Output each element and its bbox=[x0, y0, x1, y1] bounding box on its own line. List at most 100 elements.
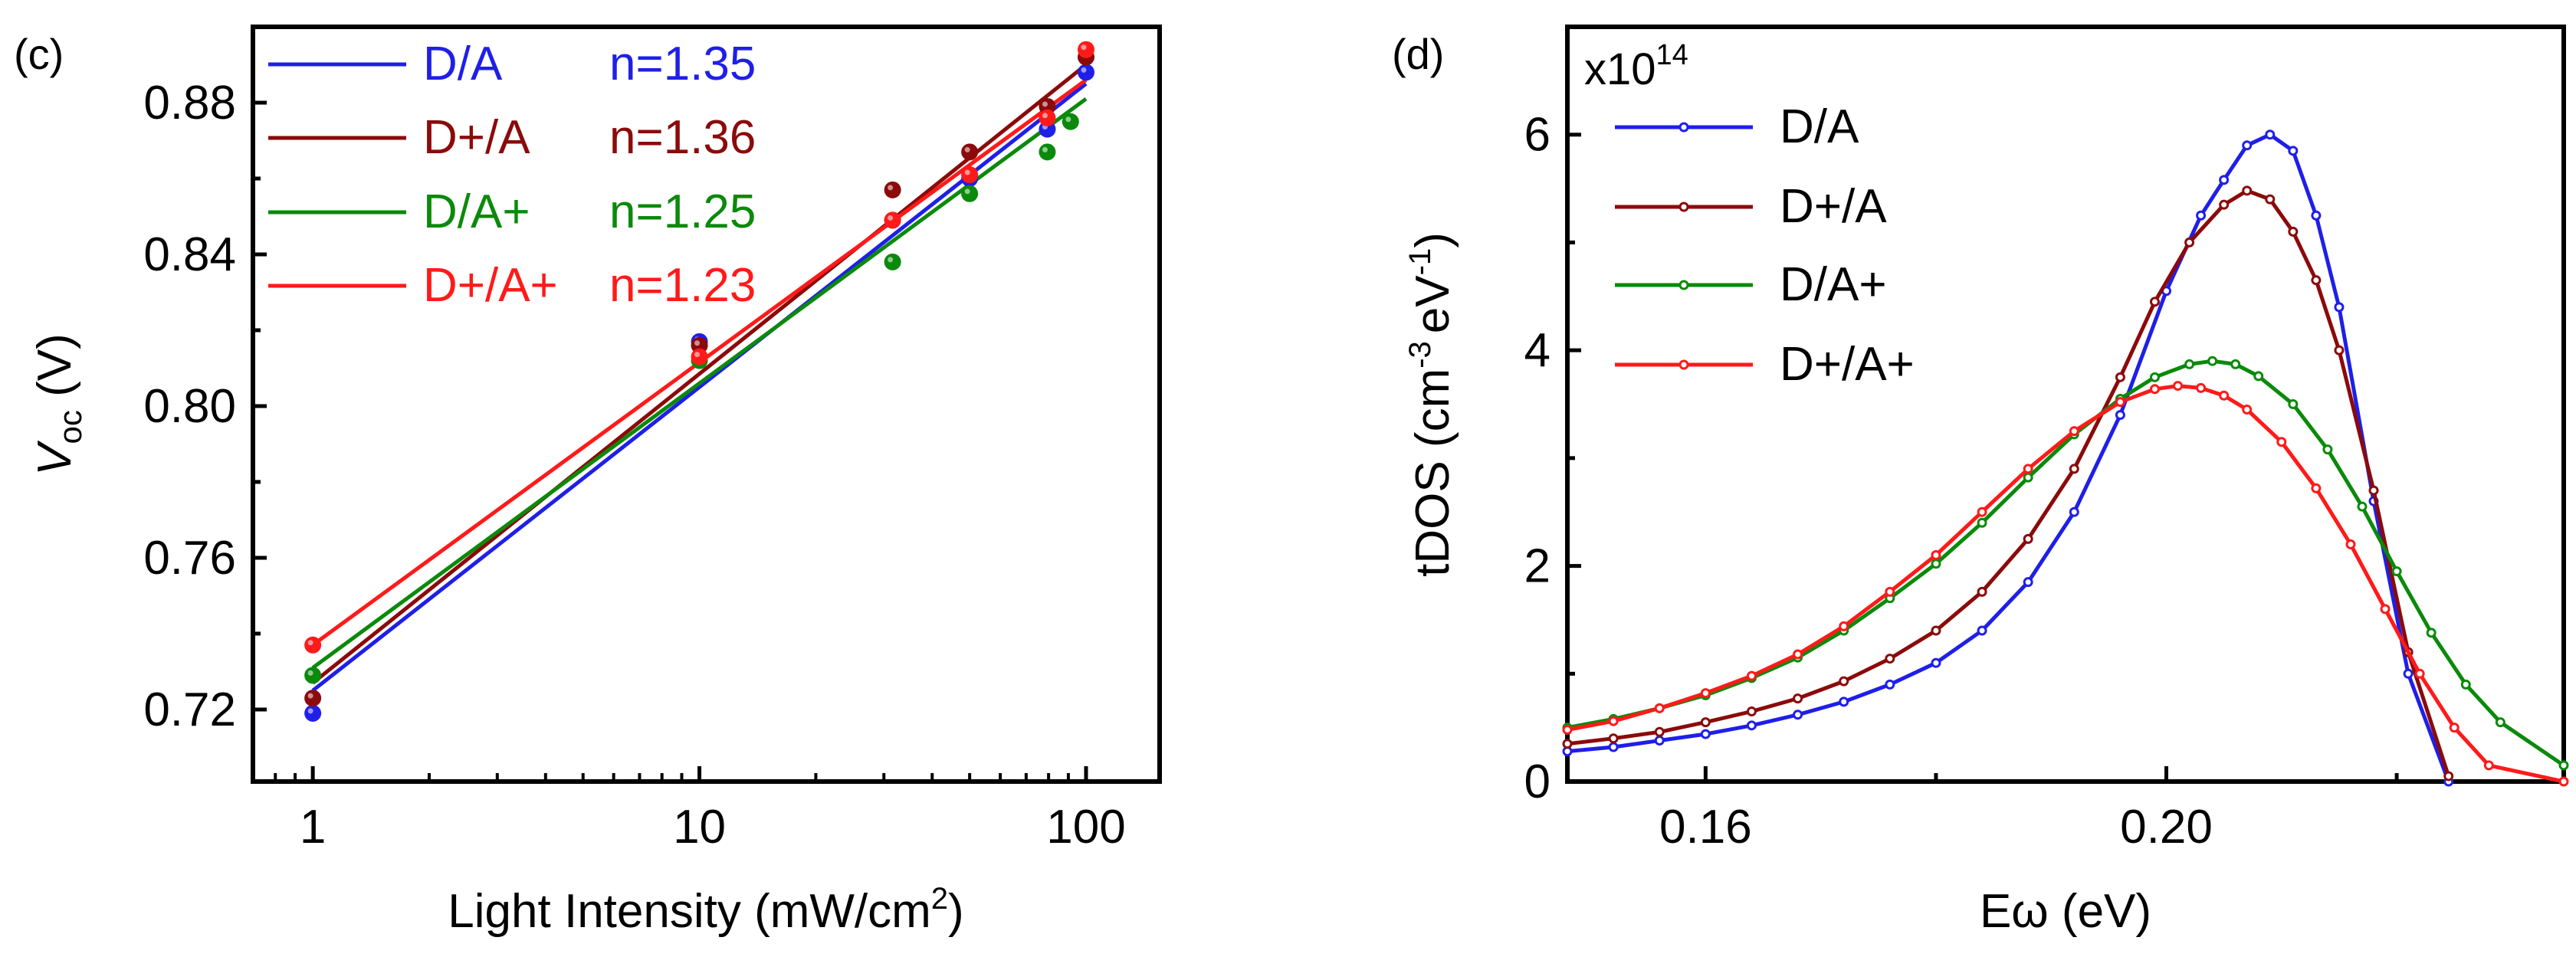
d-marker-dpa bbox=[1931, 625, 1941, 636]
d-marker-dpa bbox=[2069, 464, 2079, 474]
d-marker-da bbox=[1931, 657, 1941, 668]
c-point-dpap bbox=[961, 166, 979, 184]
panel-c-y-axis-label: Voc (V) bbox=[28, 333, 88, 476]
d-marker-da bbox=[2403, 668, 2414, 679]
c-point-highlight bbox=[307, 670, 313, 676]
d-marker-dpap bbox=[1885, 586, 1895, 597]
d-marker-dap bbox=[2230, 359, 2241, 369]
c-ytick-label: 0.80 bbox=[143, 380, 236, 433]
d-marker-dpap bbox=[1562, 724, 1573, 735]
d-xtick-label: 0.16 bbox=[1659, 801, 1752, 854]
c-point-highlight bbox=[1042, 101, 1048, 107]
d-marker-dap bbox=[2184, 359, 2195, 369]
legend-d-label-dpa: D+/A bbox=[1780, 180, 1887, 233]
c-point-dap bbox=[961, 185, 979, 202]
d-marker-da bbox=[2219, 175, 2230, 185]
d-marker-da bbox=[1977, 625, 1987, 636]
legend-c-label-dap: D/A+ bbox=[423, 185, 530, 238]
d-marker-dap bbox=[2149, 372, 2160, 382]
panel-d-x-ticks: 0.16 0.20 bbox=[1659, 766, 2399, 854]
d-marker-da bbox=[1839, 696, 1849, 707]
legend-c-label-dpap: D+/A+ bbox=[423, 259, 558, 312]
c-point-highlight bbox=[307, 693, 313, 699]
d-marker-dpa bbox=[2115, 372, 2125, 382]
d-marker-dpap bbox=[2558, 776, 2569, 787]
d-marker-dpa bbox=[1654, 726, 1665, 737]
d-marker-dap bbox=[2460, 679, 2471, 690]
d-curve-dpap bbox=[1567, 384, 2565, 784]
d-marker-dpap bbox=[2115, 397, 2125, 408]
d-marker-dpap bbox=[2149, 384, 2160, 395]
c-point-highlight bbox=[964, 169, 970, 175]
d-marker-dpap bbox=[2414, 668, 2425, 679]
c-ytick-label: 0.88 bbox=[143, 77, 236, 129]
c-point-highlight bbox=[307, 640, 313, 646]
d-marker-dpa bbox=[1977, 586, 1987, 597]
d-marker-dap bbox=[2357, 501, 2368, 512]
d-marker-da bbox=[1608, 742, 1619, 752]
c-fit-line-dpa bbox=[311, 63, 1088, 685]
d-marker-dap bbox=[2426, 628, 2437, 638]
c-point-highlight bbox=[694, 352, 701, 358]
c-point-highlight bbox=[964, 188, 970, 195]
legend-c-label-dpa: D+/A bbox=[423, 111, 530, 164]
c-point-highlight bbox=[694, 340, 701, 346]
c-point-highlight bbox=[888, 185, 894, 191]
legend-d-marker-dpa bbox=[1679, 202, 1689, 212]
c-ytick-label: 0.84 bbox=[143, 228, 236, 281]
d-marker-dpa bbox=[1700, 717, 1711, 728]
d-marker-dpa bbox=[2334, 345, 2345, 356]
c-fit-line-da bbox=[311, 82, 1088, 693]
c-point-highlight bbox=[1042, 113, 1048, 119]
d-marker-dpap bbox=[1608, 716, 1619, 726]
d-marker-dpap bbox=[1977, 506, 1987, 517]
d-ytick-label: 4 bbox=[1524, 324, 1551, 377]
panel-d-frame bbox=[1565, 25, 2566, 784]
d-curve-dpa bbox=[1567, 188, 2451, 777]
panel-c-y-ticks: 0.72 0.76 0.80 0.84 0.88 bbox=[143, 77, 267, 736]
d-marker-dpap bbox=[2380, 604, 2391, 615]
c-point-highlight bbox=[1081, 67, 1087, 73]
panel-c-label: (c) bbox=[14, 30, 64, 78]
d-marker-dpa bbox=[2311, 275, 2322, 286]
c-point-dap bbox=[884, 253, 901, 270]
d-marker-dpa bbox=[2242, 185, 2253, 196]
c-point-dap bbox=[1062, 113, 1079, 130]
d-marker-dpap bbox=[2311, 483, 2322, 493]
panel-c-x-axis-label: Light Intensity (mW/cm2) bbox=[448, 882, 963, 938]
d-marker-da bbox=[2115, 410, 2125, 421]
d-marker-dpap bbox=[2023, 464, 2033, 474]
d-marker-dpap bbox=[1793, 649, 1803, 660]
d-marker-dpa bbox=[2149, 297, 2160, 307]
c-xtick-label: 100 bbox=[1046, 801, 1125, 854]
legend-d-marker-dpap bbox=[1679, 359, 1689, 370]
d-marker-da bbox=[2265, 129, 2276, 140]
c-xtick-label: 10 bbox=[673, 801, 726, 854]
d-marker-da bbox=[2023, 577, 2033, 588]
d-marker-dap bbox=[2558, 760, 2569, 771]
panel-c-data-points bbox=[304, 41, 1094, 722]
d-marker-dap bbox=[1931, 559, 1941, 569]
panel-d-y-ticks: 0 2 4 6 bbox=[1524, 109, 1581, 808]
d-marker-dpa bbox=[2368, 485, 2379, 496]
legend-d-label-dap: D/A+ bbox=[1780, 258, 1887, 311]
legend-d-marker-da bbox=[1679, 122, 1689, 133]
d-marker-dap bbox=[2391, 566, 2402, 577]
d-marker-dpap bbox=[2242, 405, 2253, 415]
d-marker-da bbox=[2242, 140, 2253, 151]
d-curve-dap bbox=[1567, 359, 2565, 767]
d-marker-dap bbox=[1977, 517, 1987, 528]
d-marker-da bbox=[2311, 210, 2322, 221]
legend-c-n-da: n=1.35 bbox=[609, 38, 756, 90]
c-point-dpap bbox=[1077, 41, 1094, 58]
d-marker-da bbox=[1746, 720, 1757, 731]
d-marker-dap bbox=[2288, 399, 2299, 409]
d-marker-dpap bbox=[1931, 550, 1941, 560]
d-marker-dpap bbox=[2219, 390, 2230, 401]
c-point-da bbox=[304, 704, 322, 722]
legend-c-n-dap: n=1.25 bbox=[609, 185, 756, 238]
d-marker-dap bbox=[2253, 371, 2264, 382]
d-marker-dpap bbox=[2196, 382, 2207, 393]
c-point-dap bbox=[304, 667, 322, 684]
